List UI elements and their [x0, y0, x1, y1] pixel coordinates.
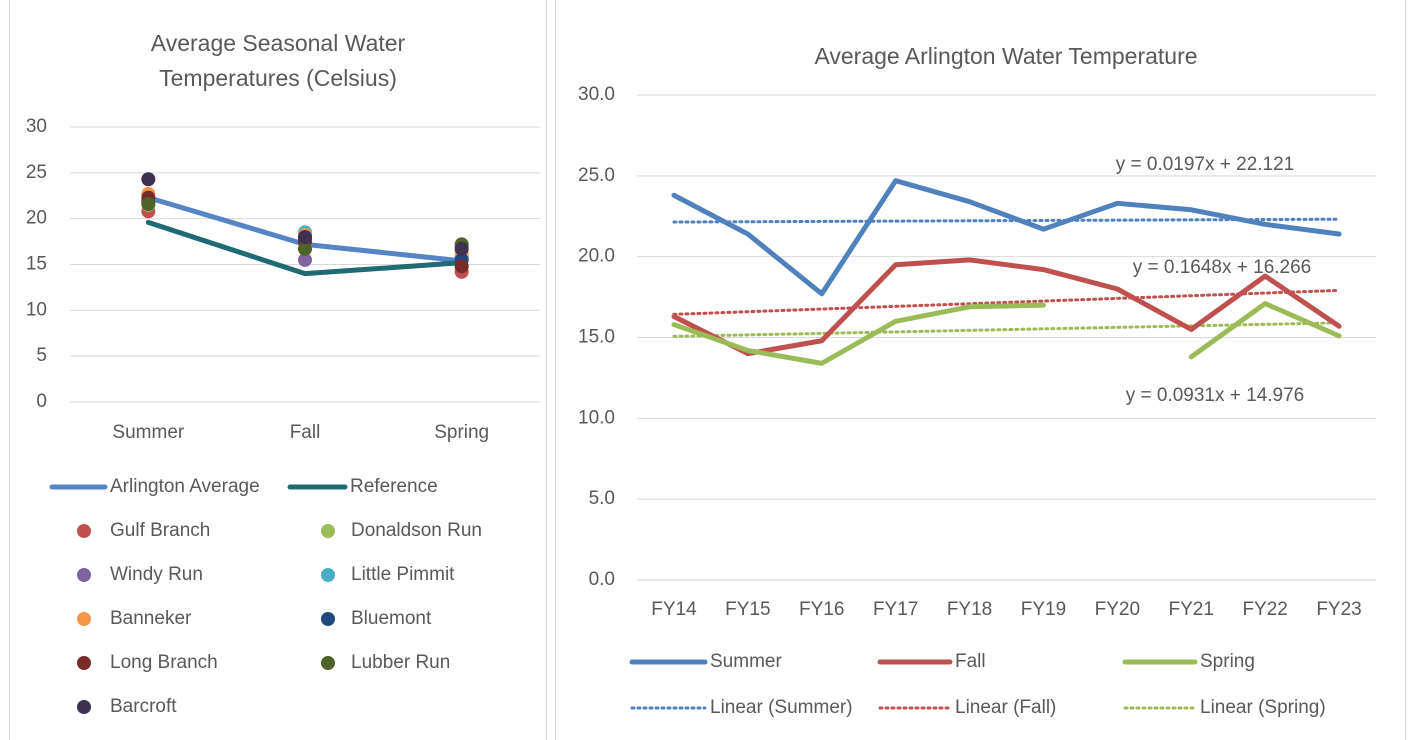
series-line [671, 257, 1342, 357]
legend-label: Summer [710, 651, 782, 672]
legend-swatch [321, 612, 335, 626]
y-tick-label: 0 [36, 391, 47, 412]
legend-swatch [321, 524, 335, 538]
legend-label: Linear (Spring) [1200, 697, 1326, 718]
legend-label: Gulf Branch [110, 520, 210, 541]
legend-swatch [321, 568, 335, 582]
y-tick-label: 5.0 [589, 488, 615, 509]
series-line [145, 219, 465, 277]
trendline [672, 288, 1341, 316]
x-tick-label: FY22 [1242, 599, 1287, 620]
legend-label: Spring [1200, 651, 1255, 672]
y-tick-label: 0.0 [589, 569, 615, 590]
panel-right [555, 0, 1406, 740]
x-tick-label: FY18 [947, 599, 992, 620]
legend-swatch [77, 700, 91, 714]
scatter-point [141, 172, 156, 187]
legend-label: Fall [955, 651, 986, 672]
chart-title: Average Arlington Water Temperature [814, 43, 1197, 69]
trend-equation: y = 0.0197x + 22.121 [1116, 154, 1295, 175]
x-tick-label: FY14 [651, 599, 697, 620]
chart-title: Temperatures (Celsius) [159, 65, 397, 91]
series-line [671, 301, 1342, 366]
x-tick-label: FY23 [1316, 599, 1361, 620]
series-line [671, 178, 1342, 297]
scatter-point [298, 230, 312, 244]
y-tick-label: 30.0 [578, 84, 615, 105]
legend-label: Reference [350, 476, 438, 497]
y-tick-label: 20 [26, 208, 47, 229]
legend-label: Bluemont [351, 608, 432, 629]
legend-label: Arlington Average [110, 476, 260, 497]
scatter-point [298, 252, 312, 267]
y-tick-label: 5 [36, 345, 47, 366]
scatter-point [141, 197, 156, 211]
y-tick-label: 15 [26, 254, 47, 275]
legend-swatch [77, 656, 91, 670]
y-tick-label: 30 [26, 116, 47, 137]
scatter-point [454, 259, 469, 274]
legend-label: Donaldson Run [351, 520, 482, 541]
x-tick-label: FY19 [1021, 599, 1066, 620]
x-tick-label: Spring [434, 422, 489, 443]
legend-label: Barcroft [110, 696, 177, 717]
legend-label: Linear (Summer) [710, 697, 853, 718]
trend-equation: y = 0.1648x + 16.266 [1133, 257, 1312, 278]
legend-swatch [321, 656, 335, 670]
legend-label: Long Branch [110, 652, 218, 673]
legend-label: Windy Run [110, 564, 203, 585]
y-tick-label: 20.0 [578, 246, 615, 267]
panel-left [9, 0, 547, 740]
legend-label: Little Pimmit [351, 564, 455, 585]
y-tick-label: 10 [26, 299, 47, 320]
trendline [672, 321, 1341, 338]
y-tick-label: 25.0 [578, 165, 615, 186]
x-tick-label: FY20 [1095, 599, 1140, 620]
x-tick-label: FY16 [799, 599, 844, 620]
legend-swatch [77, 524, 91, 538]
y-tick-label: 15.0 [578, 327, 615, 348]
trendline [672, 217, 1341, 224]
x-tick-label: Summer [112, 422, 184, 443]
scatter-point [454, 241, 469, 256]
legend-label: Banneker [110, 608, 192, 629]
y-tick-label: 25 [26, 162, 47, 183]
chart-title: Average Seasonal Water [151, 30, 406, 56]
legend-swatch [77, 612, 91, 626]
y-tick-label: 10.0 [578, 407, 615, 428]
legend-label: Lubber Run [351, 652, 450, 673]
x-tick-label: FY15 [725, 599, 770, 620]
x-tick-label: FY17 [873, 599, 918, 620]
x-tick-label: FY21 [1169, 599, 1214, 620]
x-tick-label: Fall [290, 422, 321, 443]
legend-label: Linear (Fall) [955, 697, 1056, 718]
scatter-point [298, 241, 312, 256]
trend-equation: y = 0.0931x + 14.976 [1126, 385, 1305, 406]
legend-swatch [77, 568, 91, 582]
